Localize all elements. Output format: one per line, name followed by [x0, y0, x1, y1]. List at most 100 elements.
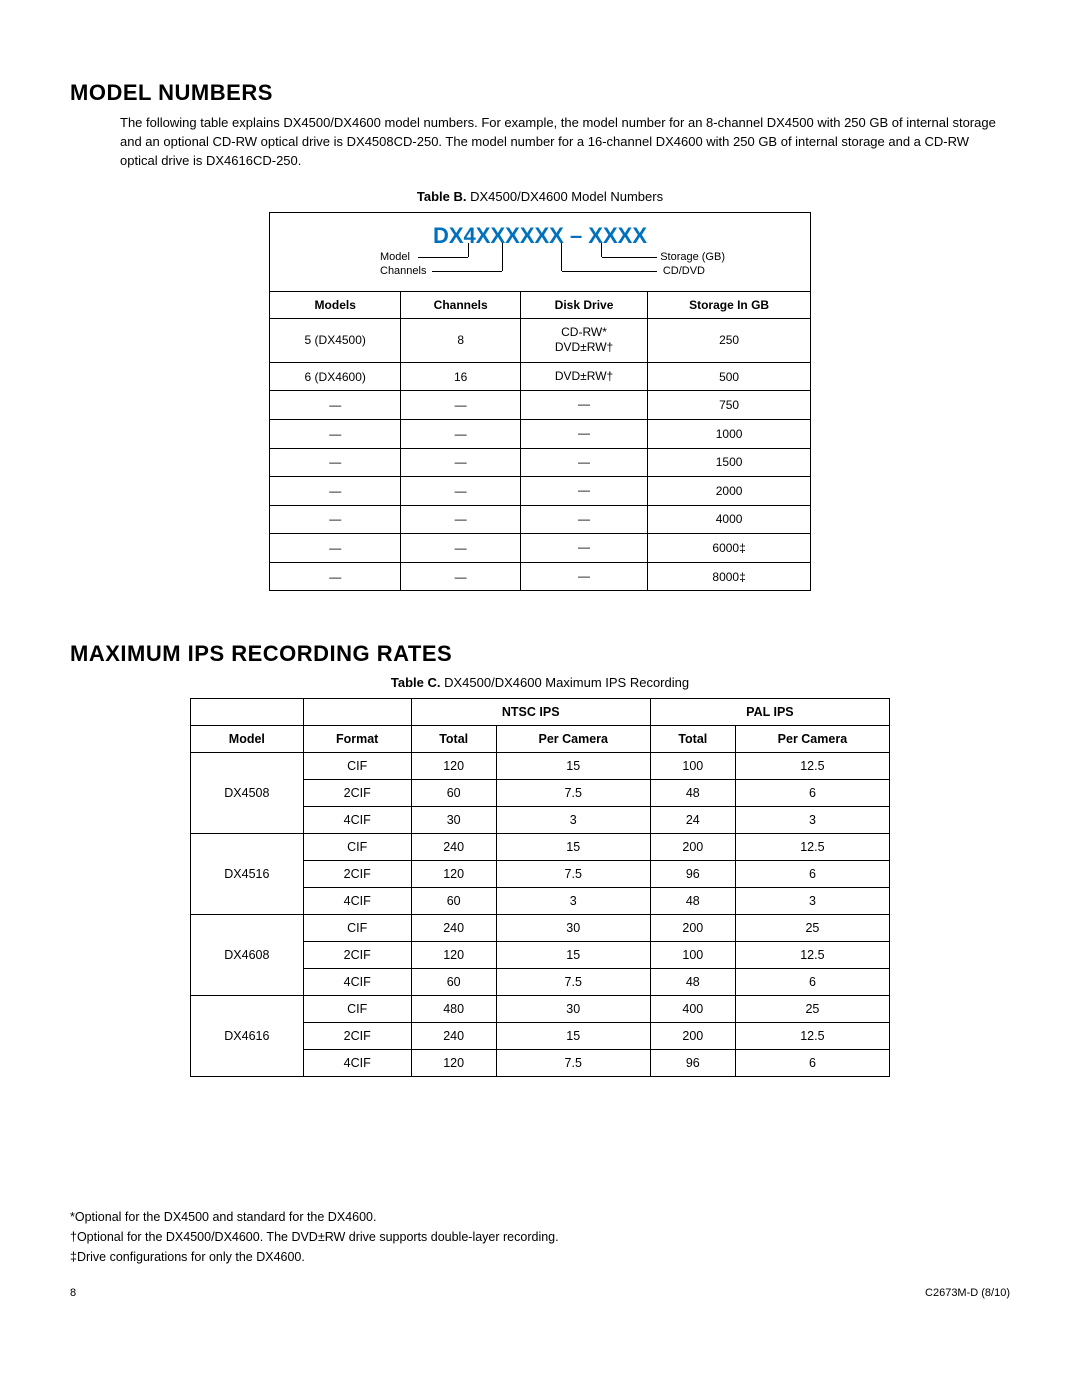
cell-model: — — [270, 448, 401, 477]
cell-pal-per: 6 — [735, 1050, 889, 1077]
cell-pal-total: 24 — [650, 807, 735, 834]
cell-pal-total: 48 — [650, 969, 735, 996]
cell-ntsc-total: 120 — [411, 1050, 496, 1077]
cell-format: 4CIF — [303, 807, 411, 834]
cell-pal-per: 3 — [735, 888, 889, 915]
cell-pal-total: 100 — [650, 942, 735, 969]
cell-format: 4CIF — [303, 969, 411, 996]
cell-channels: — — [401, 448, 520, 477]
cell-channels: — — [401, 562, 520, 590]
cell-format: CIF — [303, 753, 411, 780]
cell-format: 2CIF — [303, 1023, 411, 1050]
cell-model: DX4608 — [191, 915, 304, 996]
col-models: Models — [270, 291, 401, 318]
cell-channels: — — [401, 477, 520, 506]
table-row: ———6000‡ — [270, 534, 810, 563]
cell-drive: DVD±RW† — [520, 362, 647, 391]
cell-model: 6 (DX4600) — [270, 362, 401, 391]
cell-format: CIF — [303, 834, 411, 861]
cell-pal-per: 25 — [735, 996, 889, 1023]
cell-storage: 8000‡ — [648, 562, 810, 590]
cell-pal-total: 100 — [650, 753, 735, 780]
caption-bold: Table B. — [417, 189, 467, 204]
cell-pal-per: 12.5 — [735, 834, 889, 861]
cell-storage: 500 — [648, 362, 810, 391]
cell-drive: — — [520, 534, 647, 563]
intro-paragraph: The following table explains DX4500/DX46… — [120, 114, 1010, 171]
cell-ntsc-per: 15 — [496, 834, 650, 861]
cell-pal-per: 12.5 — [735, 753, 889, 780]
cell-pal-total: 200 — [650, 1023, 735, 1050]
table-row: 5 (DX4500)8CD-RW*DVD±RW†250 — [270, 318, 810, 362]
caption-text: DX4500/DX4600 Maximum IPS Recording — [441, 675, 690, 690]
cell-drive: — — [520, 562, 647, 590]
footnote-3: ‡Drive configurations for only the DX460… — [70, 1247, 1010, 1267]
pattern-label-channels: Channels — [380, 265, 426, 277]
cell-model: — — [270, 562, 401, 590]
cell-storage: 2000 — [648, 477, 810, 506]
table-c-caption: Table C. DX4500/DX4600 Maximum IPS Recor… — [70, 675, 1010, 690]
empty-header — [191, 699, 304, 726]
cell-channels: 16 — [401, 362, 520, 391]
table-row: DX4508CIF1201510012.5 — [191, 753, 890, 780]
cell-ntsc-total: 30 — [411, 807, 496, 834]
cell-ntsc-per: 7.5 — [496, 780, 650, 807]
cell-model: DX4508 — [191, 753, 304, 834]
table-row: ———1500 — [270, 448, 810, 477]
footnotes: *Optional for the DX4500 and standard fo… — [70, 1207, 1010, 1267]
cell-storage: 1500 — [648, 448, 810, 477]
section-heading-model-numbers: MODEL NUMBERS — [70, 80, 1010, 106]
table-row: ———1000 — [270, 419, 810, 448]
cell-storage: 6000‡ — [648, 534, 810, 563]
cell-model: DX4516 — [191, 834, 304, 915]
table-row: DX4616CIF4803040025 — [191, 996, 890, 1023]
model-number-box: DX4XXXXXX – XXXX Model Channels Storage … — [269, 212, 811, 592]
header-model: Model — [191, 726, 304, 753]
cell-pal-total: 48 — [650, 780, 735, 807]
cell-pal-per: 25 — [735, 915, 889, 942]
cell-pal-per: 3 — [735, 807, 889, 834]
col-disk-drive: Disk Drive — [520, 291, 647, 318]
cell-pal-total: 96 — [650, 861, 735, 888]
cell-pal-total: 400 — [650, 996, 735, 1023]
pattern-label-storage: Storage (GB) — [660, 251, 725, 263]
cell-model: — — [270, 419, 401, 448]
table-row: DX4608CIF2403020025 — [191, 915, 890, 942]
header-pal: PAL IPS — [650, 699, 889, 726]
cell-ntsc-total: 60 — [411, 888, 496, 915]
cell-ntsc-per: 3 — [496, 807, 650, 834]
caption-text: DX4500/DX4600 Model Numbers — [467, 189, 664, 204]
table-b-caption: Table B. DX4500/DX4600 Model Numbers — [70, 189, 1010, 204]
cell-format: 4CIF — [303, 1050, 411, 1077]
cell-channels: — — [401, 391, 520, 420]
section-heading-ips: MAXIMUM IPS RECORDING RATES — [70, 641, 1010, 667]
pattern-label-cddvd: CD/DVD — [663, 265, 705, 277]
cell-format: 4CIF — [303, 888, 411, 915]
cell-ntsc-total: 120 — [411, 861, 496, 888]
model-numbers-table: Models Channels Disk Drive Storage In GB… — [270, 291, 810, 591]
empty-header — [303, 699, 411, 726]
table-row: 6 (DX4600)16DVD±RW†500 — [270, 362, 810, 391]
table-row: ———750 — [270, 391, 810, 420]
cell-model: DX4616 — [191, 996, 304, 1077]
table-row: ———2000 — [270, 477, 810, 506]
cell-drive: — — [520, 448, 647, 477]
cell-ntsc-total: 240 — [411, 1023, 496, 1050]
cell-ntsc-per: 7.5 — [496, 1050, 650, 1077]
cell-pal-total: 200 — [650, 915, 735, 942]
cell-pal-per: 12.5 — [735, 942, 889, 969]
cell-storage: 1000 — [648, 419, 810, 448]
cell-channels: 8 — [401, 318, 520, 362]
cell-format: 2CIF — [303, 780, 411, 807]
pattern-diagram: DX4XXXXXX – XXXX Model Channels Storage … — [270, 213, 810, 291]
cell-drive: CD-RW*DVD±RW† — [520, 318, 647, 362]
cell-ntsc-total: 480 — [411, 996, 496, 1023]
cell-pal-per: 6 — [735, 969, 889, 996]
table-row: DX4516CIF2401520012.5 — [191, 834, 890, 861]
cell-model: 5 (DX4500) — [270, 318, 401, 362]
pattern-text: DX4XXXXXX – XXXX — [300, 223, 780, 249]
header-format: Format — [303, 726, 411, 753]
cell-pal-total: 48 — [650, 888, 735, 915]
col-channels: Channels — [401, 291, 520, 318]
table-row: ———8000‡ — [270, 562, 810, 590]
